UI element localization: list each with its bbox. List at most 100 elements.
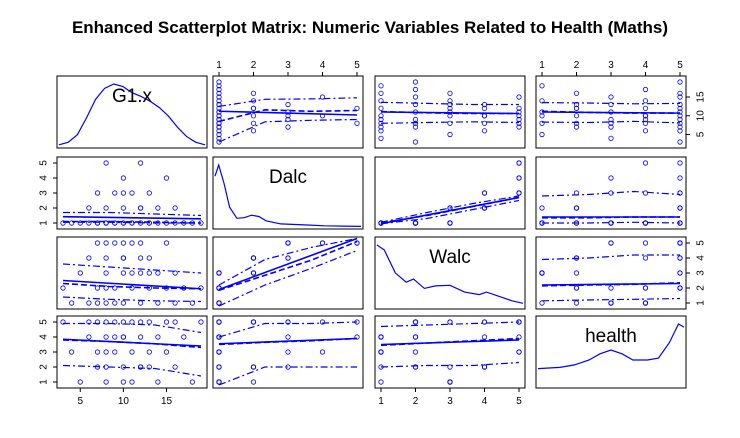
data-point (412, 94, 419, 100)
data-point (129, 319, 135, 325)
data-point (378, 124, 384, 130)
spread-lower-line (218, 249, 358, 307)
data-point (129, 349, 135, 355)
data-point (77, 220, 83, 226)
linear-fit-line (218, 110, 358, 116)
spread-upper-line (380, 321, 520, 328)
data-point (216, 79, 222, 85)
data-point (129, 379, 135, 385)
spread-lower-line (380, 361, 520, 368)
panel-health-health (535, 315, 687, 389)
data-point (94, 300, 101, 306)
data-point (642, 190, 649, 196)
data-point (216, 135, 222, 141)
data-point (94, 349, 101, 355)
data-point (447, 105, 453, 111)
smooth-fit-line (380, 196, 520, 224)
data-point (447, 113, 453, 119)
data-point (447, 220, 453, 226)
data-point (378, 128, 384, 134)
data-point (642, 86, 649, 93)
data-point (319, 349, 326, 355)
data-point (103, 240, 109, 246)
data-point (216, 128, 222, 134)
data-point (155, 270, 161, 276)
data-point (103, 349, 109, 355)
data-point (516, 120, 522, 126)
smooth-fit-line (218, 337, 358, 346)
data-point (608, 120, 614, 126)
data-point (412, 79, 419, 85)
data-point (129, 270, 135, 276)
data-point (163, 240, 170, 246)
data-point (412, 319, 419, 325)
data-point (138, 319, 144, 325)
spread-upper-line (63, 211, 202, 217)
data-point (129, 240, 135, 246)
tick-label: 15 (161, 396, 173, 407)
data-point (516, 94, 522, 100)
linear-fit-line (62, 215, 202, 220)
panel-health-g1-x (56, 315, 208, 389)
data-point (539, 83, 545, 89)
tick-label: 3 (608, 60, 614, 71)
smooth-fit-line (62, 282, 202, 290)
data-point (250, 105, 257, 111)
data-point (103, 379, 109, 385)
data-point (172, 300, 178, 306)
tick-label: 1 (39, 379, 50, 385)
chart-title: Enhanced Scatterplot Matrix: Numeric Var… (71, 18, 669, 37)
data-point (155, 379, 161, 385)
data-point (608, 285, 614, 291)
data-point (378, 90, 384, 96)
data-point (285, 319, 291, 325)
data-point (573, 113, 580, 119)
tick-label: 1 (696, 300, 707, 306)
data-point (412, 220, 419, 226)
data-point (86, 319, 92, 325)
data-point (608, 240, 614, 246)
data-point (138, 160, 144, 166)
data-point (120, 300, 127, 306)
tick-label: 4 (482, 396, 488, 407)
data-point (412, 116, 419, 123)
panel-g1-x-g1-x (56, 75, 208, 149)
data-point (285, 109, 291, 115)
spread-lower-line (541, 297, 681, 302)
data-point (189, 300, 195, 306)
data-point (285, 334, 291, 340)
data-point (573, 270, 580, 276)
data-point (120, 255, 127, 261)
data-point (120, 190, 127, 196)
data-point (378, 98, 384, 104)
tick-label: 1 (539, 60, 545, 71)
data-point (608, 175, 614, 181)
data-point (216, 131, 222, 138)
data-point (447, 131, 453, 138)
data-point (250, 98, 257, 104)
data-point (642, 240, 649, 246)
data-point (412, 139, 419, 145)
data-point (120, 379, 127, 385)
data-point (216, 94, 222, 100)
data-point (642, 128, 649, 134)
data-point (516, 124, 522, 130)
tick-label: 5 (677, 60, 683, 71)
data-point (103, 255, 109, 261)
data-point (677, 285, 683, 291)
data-point (447, 319, 453, 325)
panel-g1-x-walc (374, 75, 526, 149)
data-point (216, 139, 222, 145)
data-point (216, 319, 222, 325)
data-point (155, 205, 161, 211)
data-point (608, 101, 614, 108)
data-point (86, 220, 92, 226)
smooth-fit-line (218, 108, 358, 123)
density-curve-dalc (214, 162, 362, 227)
panel-health-dalc (212, 315, 364, 389)
data-point (103, 160, 109, 166)
data-point (86, 300, 92, 306)
data-point (69, 220, 75, 226)
data-point (120, 270, 127, 276)
data-point (216, 83, 222, 89)
